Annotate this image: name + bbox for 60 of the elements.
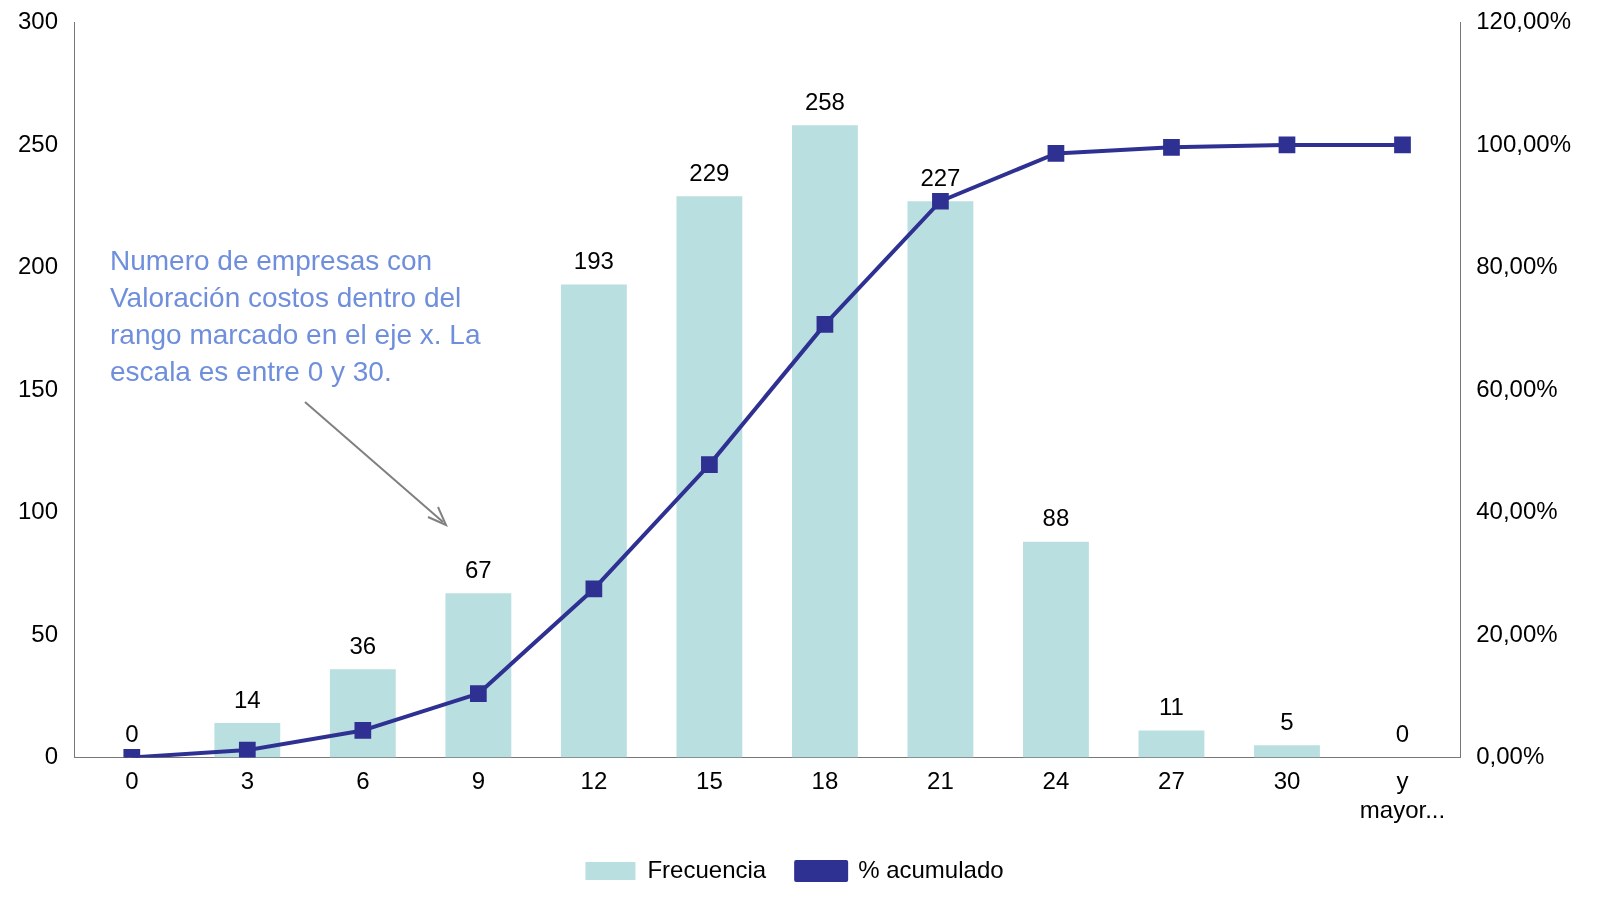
x-tick-label: 0 (125, 767, 139, 795)
bar (676, 196, 743, 758)
point (469, 685, 487, 703)
y2-tick-label: 0,00% (1476, 742, 1545, 770)
annotation: Numero de empresas con Valoración costos dentro del rango marcado en el eje x. La escala es entre 0 y 30. (110, 244, 482, 389)
legend-label: % acumulado (858, 855, 1004, 883)
data-label: 36 (349, 631, 377, 659)
x-tick-label: 24 (1042, 767, 1070, 795)
y-tick-label: 150 (18, 374, 59, 402)
bar (560, 284, 627, 758)
y2-tick-label: 20,00% (1476, 619, 1558, 647)
bar (907, 201, 974, 758)
point (701, 456, 718, 473)
x-tick-label: 6 (356, 767, 370, 795)
point (1278, 136, 1296, 154)
point (585, 580, 603, 598)
y2-tick-label: 120,00% (1476, 7, 1571, 35)
data-label: 0 (125, 720, 139, 748)
data-label: 227 (920, 163, 961, 191)
y2-tick-label: 60,00% (1476, 374, 1558, 402)
y-tick-label: 200 (18, 252, 59, 280)
point (1163, 138, 1180, 156)
point (816, 316, 834, 333)
x-tick-label: y mayor... (1359, 767, 1446, 824)
data-label: 88 (1042, 504, 1070, 532)
bar (445, 593, 512, 758)
data-label: 5 (1280, 707, 1294, 735)
legend-label: Frecuencia (647, 855, 767, 883)
x-tick-label: 12 (580, 767, 608, 795)
y2-tick-label: 40,00% (1476, 497, 1558, 525)
x-tick-label: 15 (696, 767, 723, 795)
data-label: 229 (689, 158, 730, 186)
bar (1254, 745, 1320, 758)
point (1047, 145, 1065, 162)
bar (1138, 730, 1205, 758)
y2-tick-label: 100,00% (1476, 129, 1571, 157)
y-tick-label: 100 (18, 497, 59, 525)
data-label: 11 (1159, 693, 1184, 721)
x-tick-label: 18 (811, 767, 839, 795)
data-label: 0 (1395, 720, 1410, 748)
x-tick-label: 30 (1273, 767, 1301, 795)
y-tick-label: 250 (18, 129, 59, 157)
x-tick-label: 27 (1158, 767, 1185, 795)
x-tick-label: 3 (240, 767, 254, 795)
y-tick-label: 50 (31, 619, 59, 647)
bar (329, 669, 396, 758)
point (354, 722, 372, 739)
x-tick-label: 21 (927, 767, 954, 795)
point (932, 192, 949, 210)
x-tick-label: 9 (471, 767, 486, 795)
data-label: 193 (573, 247, 614, 275)
y-tick-label: 0 (44, 742, 59, 770)
y2-tick-label: 80,00% (1476, 252, 1558, 280)
data-label: 14 (233, 685, 261, 713)
bar (791, 125, 858, 758)
point (1394, 136, 1411, 154)
data-label: 258 (804, 87, 845, 115)
bar (1023, 541, 1089, 758)
y-tick-label: 300 (18, 7, 59, 35)
data-label: 67 (465, 555, 492, 583)
